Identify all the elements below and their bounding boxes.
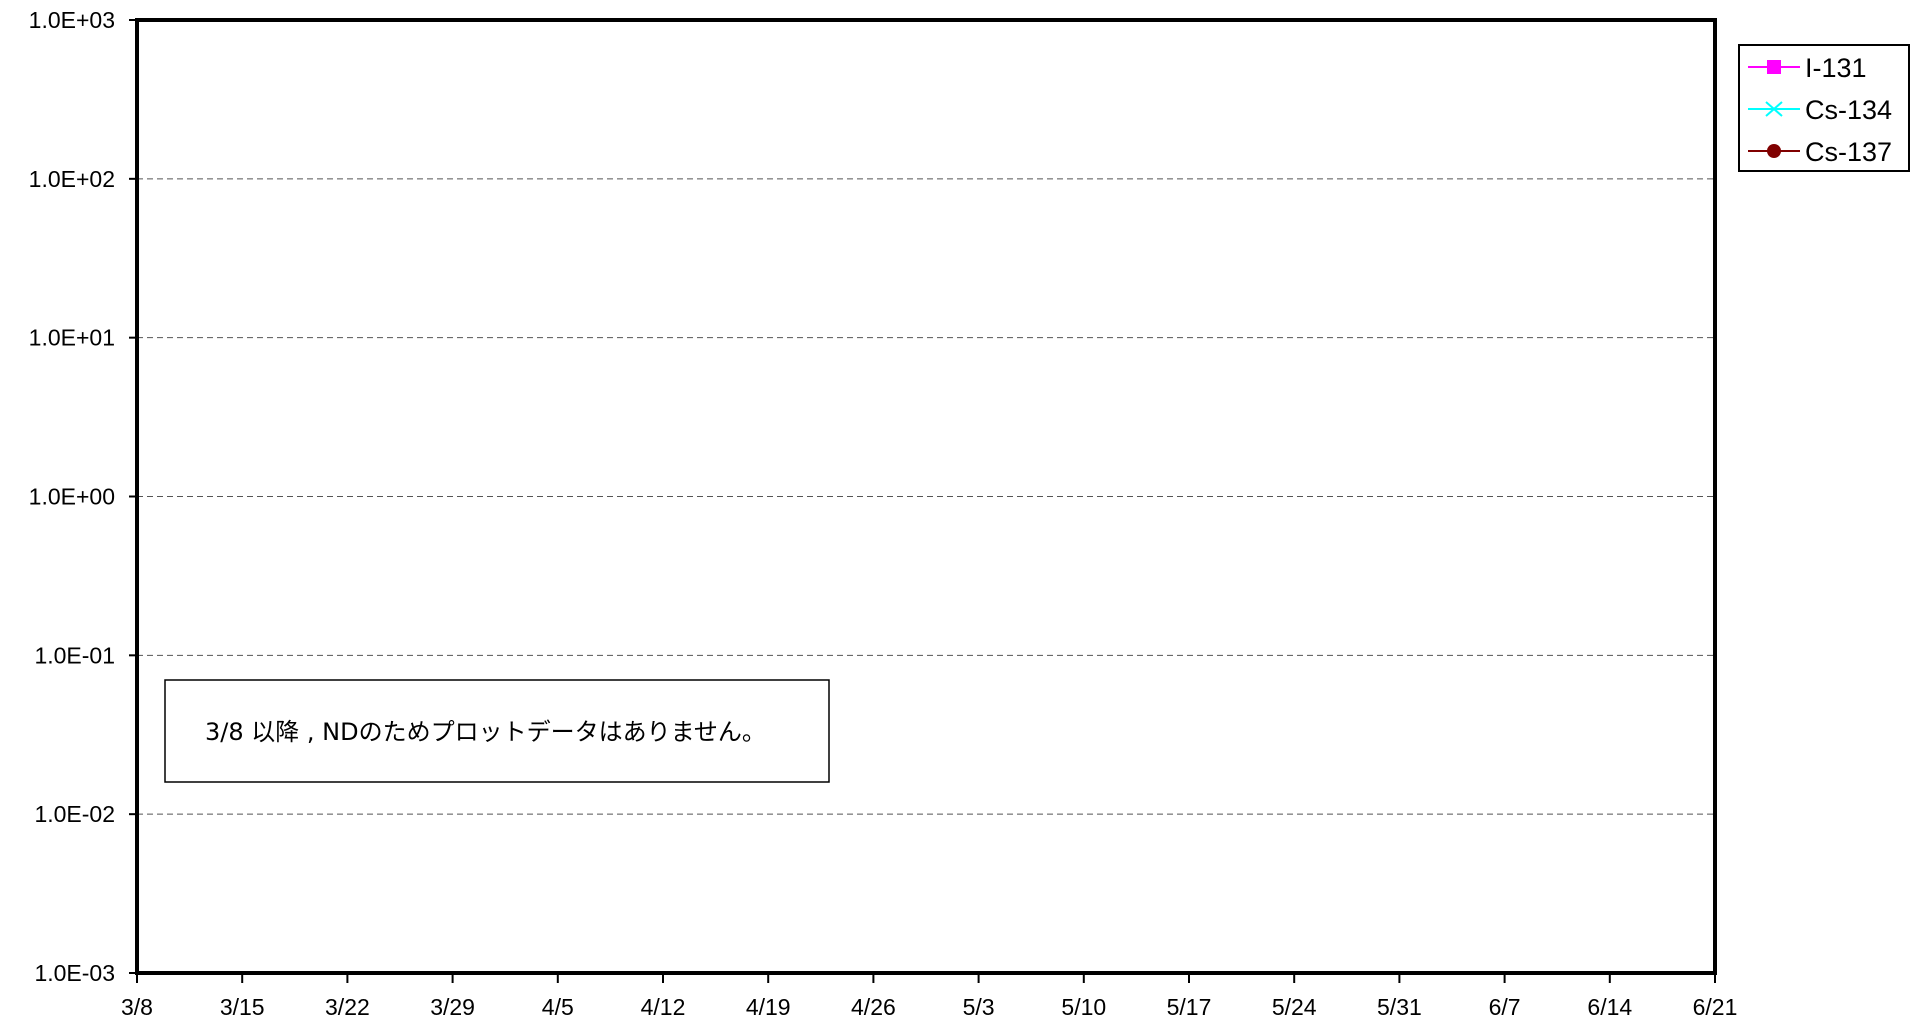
x-axis-ticks: 3/8 3/15 3/22 3/29 4/5 4/12 4/19 4/26 5/3 5/10 5/1…: [121, 973, 1737, 1020]
y-axis-ticks: 1.0E+03 1.0E+02 1.0E+01 1.0E+00 1.0E-01 1.0E-…: [29, 7, 137, 986]
legend-item-i131: I-131: [1748, 53, 1867, 83]
x-tick-label: 3/29: [430, 994, 475, 1020]
y-tick-label: 1.0E+03: [29, 7, 115, 33]
legend-item-cs134: Cs-134: [1748, 95, 1892, 125]
y-tick-label: 1.0E-01: [34, 642, 115, 668]
x-tick-label: 3/8: [121, 994, 153, 1020]
x-tick-label: 4/12: [641, 994, 686, 1020]
legend-label-cs134: Cs-134: [1805, 95, 1892, 125]
x-tick-label: 5/31: [1377, 994, 1422, 1020]
legend-label-cs137: Cs-137: [1805, 137, 1892, 167]
x-tick-label: 4/26: [851, 994, 896, 1020]
y-tick-label: 1.0E-03: [34, 960, 115, 986]
y-tick-label: 1.0E+02: [29, 166, 115, 192]
square-marker-icon: [1767, 60, 1781, 74]
x-tick-label: 4/19: [746, 994, 791, 1020]
x-tick-label: 3/22: [325, 994, 370, 1020]
gridlines: [137, 178, 1715, 815]
x-tick-label: 5/24: [1272, 994, 1317, 1020]
annotation-text: 3/8 以降 , NDのためプロットデータはありません。: [205, 718, 766, 746]
x-tick-label: 4/5: [542, 994, 574, 1020]
x-tick-label: 5/17: [1167, 994, 1212, 1020]
x-tick-label: 6/21: [1693, 994, 1738, 1020]
circle-marker-icon: [1767, 144, 1781, 158]
y-tick-label: 1.0E+00: [29, 484, 115, 510]
y-tick-label: 1.0E+01: [29, 325, 115, 351]
legend-label-i131: I-131: [1805, 53, 1867, 83]
x-tick-label: 5/3: [963, 994, 995, 1020]
legend: I-131 Cs-134 Cs-137: [1738, 44, 1910, 172]
x-tick-label: 5/10: [1061, 994, 1106, 1020]
x-tick-label: 6/14: [1587, 994, 1632, 1020]
y-tick-label: 1.0E-02: [34, 801, 115, 827]
x-tick-label: 6/7: [1489, 994, 1521, 1020]
legend-item-cs137: Cs-137: [1748, 137, 1892, 167]
annotation-box: 3/8 以降 , NDのためプロットデータはありません。: [164, 679, 830, 783]
x-marker-icon: [1765, 101, 1783, 117]
x-tick-label: 3/15: [220, 994, 265, 1020]
